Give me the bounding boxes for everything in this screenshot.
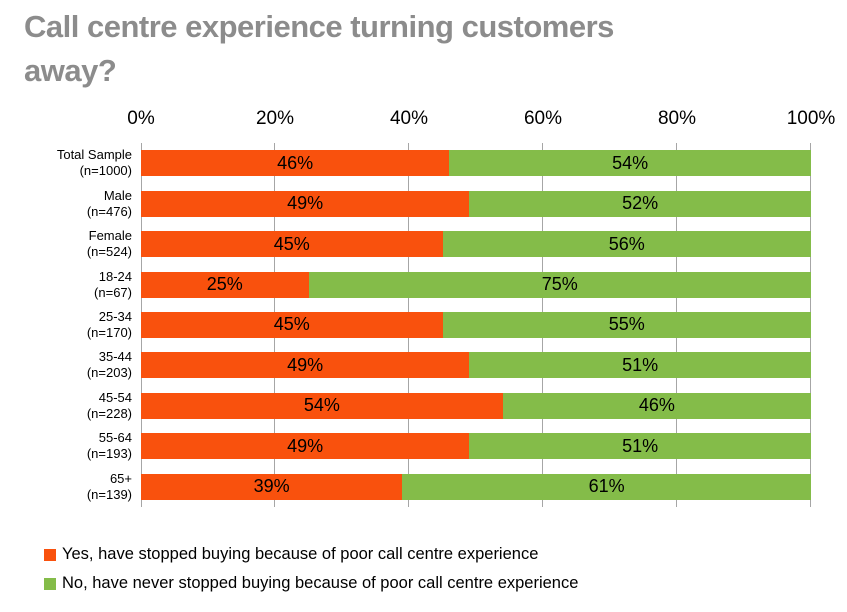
bar-value-label: 49% [287,193,324,214]
bar-row: 45% 56% [141,231,811,258]
category-axis-labels: Total Sample (n=1000) Male (n=476) Female (n=… [0,143,132,507]
category-label: Female (n=524) [0,228,132,260]
category-label-n: (n=170) [86,324,132,340]
category-label: 65+ (n=139) [0,471,132,503]
category-label-name: Female [88,228,132,244]
bar-segment-no: 56% [442,231,811,258]
bar-value-label: 49% [287,435,324,456]
bar-row: 46% 54% [141,150,811,177]
bar-value-label: 75% [541,274,578,295]
category-label-n: (n=193) [86,446,132,462]
legend-label: Yes, have stopped buying because of poor… [62,545,539,563]
bar-segment-no: 75% [308,271,811,298]
legend-item: Yes, have stopped buying because of poor… [44,540,578,569]
bar-segment-no: 54% [449,150,811,177]
category-label: 55-64 (n=193) [0,430,132,462]
bar-segment-yes: 45% [141,231,443,258]
chart-title: Call centre experience turning customers… [24,9,614,88]
bar-segment-no: 46% [502,392,811,419]
category-label-name: 35-44 [98,349,132,365]
bar-segment-no: 51% [469,352,811,379]
bar-segment-no: 51% [469,433,811,460]
bar-segment-yes: 45% [141,311,443,338]
bar-row: 54% 46% [141,392,811,419]
category-label-n: (n=1000) [79,163,132,179]
bar-value-label: 46% [638,395,675,416]
bar-row: 39% 61% [141,473,811,500]
x-axis-labels: 0% 20% 40% 60% 80% 100% [0,108,847,134]
bar-row: 25% 75% [141,271,811,298]
bar-segment-yes: 46% [141,150,450,177]
bar-rows: 46% 54% 49% 52% 45% 56% 25% 75% 45% 55% 49% 51% 54% 4… [141,143,811,507]
bar-value-label: 54% [303,395,340,416]
legend-swatch-icon [44,577,56,590]
category-label: 45-54 (n=228) [0,390,132,422]
legend-swatch-icon [44,548,56,561]
bar-segment-yes: 49% [141,433,470,460]
bar-value-label: 45% [273,314,310,335]
bar-value-label: 46% [277,152,314,173]
bar-value-label: 52% [622,193,659,214]
category-label-name: Male [103,187,132,203]
category-label-n: (n=139) [86,486,132,502]
x-axis-tick-label: 40% [389,108,429,129]
category-label: Male (n=476) [0,188,132,220]
bar-segment-no: 61% [402,473,811,500]
plot-area: 46% 54% 49% 52% 45% 56% 25% 75% 45% 55% 49% 51% 54% 4… [141,143,811,507]
bar-segment-no: 55% [442,311,811,338]
bar-row: 49% 51% [141,352,811,379]
bar-value-label: 51% [622,354,659,375]
legend-label: No, have never stopped buying because of… [62,574,579,592]
category-label: 35-44 (n=203) [0,349,132,381]
bar-segment-yes: 25% [141,271,309,298]
bar-value-label: 55% [608,314,645,335]
bar-segment-yes: 39% [141,473,403,500]
bar-segment-yes: 54% [141,392,503,419]
bar-value-label: 51% [622,435,659,456]
x-axis-tick-label: 20% [255,108,295,129]
category-label-name: 55-64 [98,430,132,446]
bar-value-label: 54% [612,152,649,173]
category-label-name: 65+ [109,470,132,486]
category-label-name: Total Sample [56,147,132,163]
category-label: 25-34 (n=170) [0,309,132,341]
category-label-n: (n=524) [86,244,132,260]
bar-row: 49% 51% [141,433,811,460]
bar-value-label: 56% [608,233,645,254]
category-label-n: (n=203) [86,365,132,381]
category-label-name: 25-34 [98,308,132,324]
bar-value-label: 25% [206,274,243,295]
bar-segment-yes: 49% [141,190,470,217]
legend: Yes, have stopped buying because of poor… [44,540,578,598]
bar-value-label: 61% [588,476,625,497]
bar-value-label: 39% [253,476,290,497]
category-label-name: 45-54 [98,389,132,405]
legend-item: No, have never stopped buying because of… [44,569,578,598]
x-axis-tick-label: 0% [127,108,155,129]
category-label-n: (n=476) [86,203,132,219]
bar-row: 45% 55% [141,311,811,338]
category-label-n: (n=228) [86,405,132,421]
category-label-name: 18-24 [98,268,132,284]
category-label: Total Sample (n=1000) [0,147,132,179]
x-axis-tick-label: 60% [523,108,563,129]
x-axis-tick-label: 100% [786,108,836,129]
bar-row: 49% 52% [141,190,811,217]
bar-value-label: 45% [273,233,310,254]
x-axis-tick-label: 80% [657,108,697,129]
bar-segment-no: 52% [469,190,811,217]
category-label-n: (n=67) [94,284,132,300]
category-label: 18-24 (n=67) [0,269,132,301]
bar-segment-yes: 49% [141,352,470,379]
bar-value-label: 49% [287,354,324,375]
